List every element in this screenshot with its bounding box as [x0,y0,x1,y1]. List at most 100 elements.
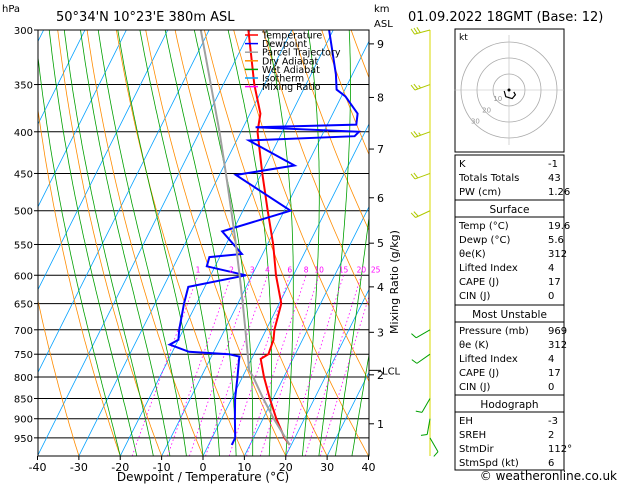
wind-barb [415,398,431,413]
temperature-tick-label: -40 [29,461,47,474]
isotherm-line [202,123,369,456]
wet-adiabat-line [63,30,154,456]
pressure-tick-label: 750 [14,350,33,361]
wind-barb-shaft [414,172,431,180]
wet-adiabat-line [139,30,220,456]
wet-adiabat-line [97,30,187,456]
hodograph-center [507,88,511,92]
wind-barb-flag [433,451,439,457]
dry-adiabat-line [86,30,204,456]
wet-adiabat-line [48,30,138,456]
dry-adiabat-line [615,30,629,456]
table-row-label: Dewp (°C) [459,235,510,246]
table-row-value: 6 [548,458,554,469]
table-row-value: 4 [548,263,554,274]
mixing-ratio-lines [131,275,369,456]
dry-adiabat-line [57,30,162,456]
wind-barb-flag [413,130,419,137]
table-row-label: CAPE (J) [459,277,499,288]
height-tick-label: 2 [377,369,384,382]
copyright-text: © weatheronline.co.uk [480,469,617,483]
height-tick-label: 8 [377,91,384,104]
height-tick-label: 9 [377,38,384,51]
mixing-ratio-label: 10 [314,265,324,274]
table-row-value: 5.6 [548,235,564,246]
mixing-ratio-line [285,275,344,456]
height-axis: 1 2 3 4 5 6 7 8 9 LCL [369,38,401,431]
legend-label: Temperature [261,31,322,42]
pressure-tick-label: 600 [14,271,33,282]
table-row-value: 4 [548,354,554,365]
wind-barb-flag [413,211,419,217]
table-row-value: 0 [548,382,554,393]
wind-barb-half-flag [418,85,421,89]
wind-barb [411,353,431,364]
dry-adiabat-line [586,30,629,456]
temperature-tick-label: 40 [362,461,376,474]
wind-barb-shaft [415,329,431,339]
table-row-label: Lifted Index [459,354,518,365]
pressure-unit-label: hPa [2,4,20,15]
pressure-tick-label: 350 [14,81,33,92]
legend-label: Wet Adiabat [262,65,320,76]
wet-adiabat-line [351,352,369,456]
lcl-label: LCL [382,366,401,377]
isotherm-line [326,371,369,456]
dry-adiabat-line [204,30,369,456]
wet-adiabat-line [38,53,121,456]
plot-frame [37,29,370,457]
wet-adiabat-line [301,30,320,456]
mixing-ratio-axis-title: Mixing Ratio (g/kg) [388,230,401,334]
wind-barb-shaft [429,437,439,452]
temperature-tick-label: -30 [70,461,88,474]
table-row-label: K [459,159,466,170]
dry-adiabat-line [38,298,80,456]
legend-label: Isotherm [262,74,304,85]
pressure-tick-label: 400 [14,128,33,139]
section-box [454,304,565,396]
legend-label: Mixing Ratio [262,82,321,93]
isobar-lines [38,30,369,439]
dry-adiabat-lines [38,30,629,456]
wet-adiabat-lines [38,30,369,456]
pressure-axis: 300 350 400 450 500 550 600 650 700 750 800 850 900 9… [14,26,38,445]
mixing-ratio-line [131,275,199,456]
isotherm-line [0,30,2,456]
datetime-title: 01.09.2022 18GMT (Base: 12) [408,10,603,25]
x-axis-title: Dewpoint / Temperature (°C) [117,470,289,484]
dry-adiabat-line [174,30,328,456]
wind-barb [410,83,431,91]
pressure-tick-label: 650 [14,300,33,311]
wind-barb-flag [411,359,418,364]
pressure-tick-label: 900 [14,415,33,426]
asl-unit-label: ASL [374,19,393,30]
wind-barb-shaft [414,84,431,91]
wind-barb [410,172,431,180]
hodograph-ring-label: 10 [493,95,502,103]
skewt-plot-area [0,30,629,456]
table-row-value: -1 [548,159,558,170]
wind-barb-flag [410,212,416,218]
wind-barb-shaft [414,131,431,138]
wind-barb-flag [410,28,415,35]
height-tick-label: 6 [377,192,384,205]
wind-barb [410,210,431,218]
isotherm-line [285,288,369,456]
table-row-label: Totals Totals [458,173,519,184]
legend-label: Dry Adiabat [262,56,319,67]
wind-barb-flag [413,83,419,90]
mixing-ratio-label: 1 [196,265,201,274]
wet-adiabat-line [193,30,254,456]
km-unit-label: km [374,4,390,15]
dry-adiabat-line [321,30,369,156]
temperature-axis: -40 -30 -20 -10 0 10 20 30 40 [29,456,376,474]
section-title: Surface [489,204,529,216]
mixing-ratio-label: 20 [357,265,367,274]
table-row-value: 969 [548,326,567,337]
table-row-value: -3 [548,416,558,427]
wind-barb-shaft [415,210,431,218]
profile-line-dewpoint [167,30,362,446]
